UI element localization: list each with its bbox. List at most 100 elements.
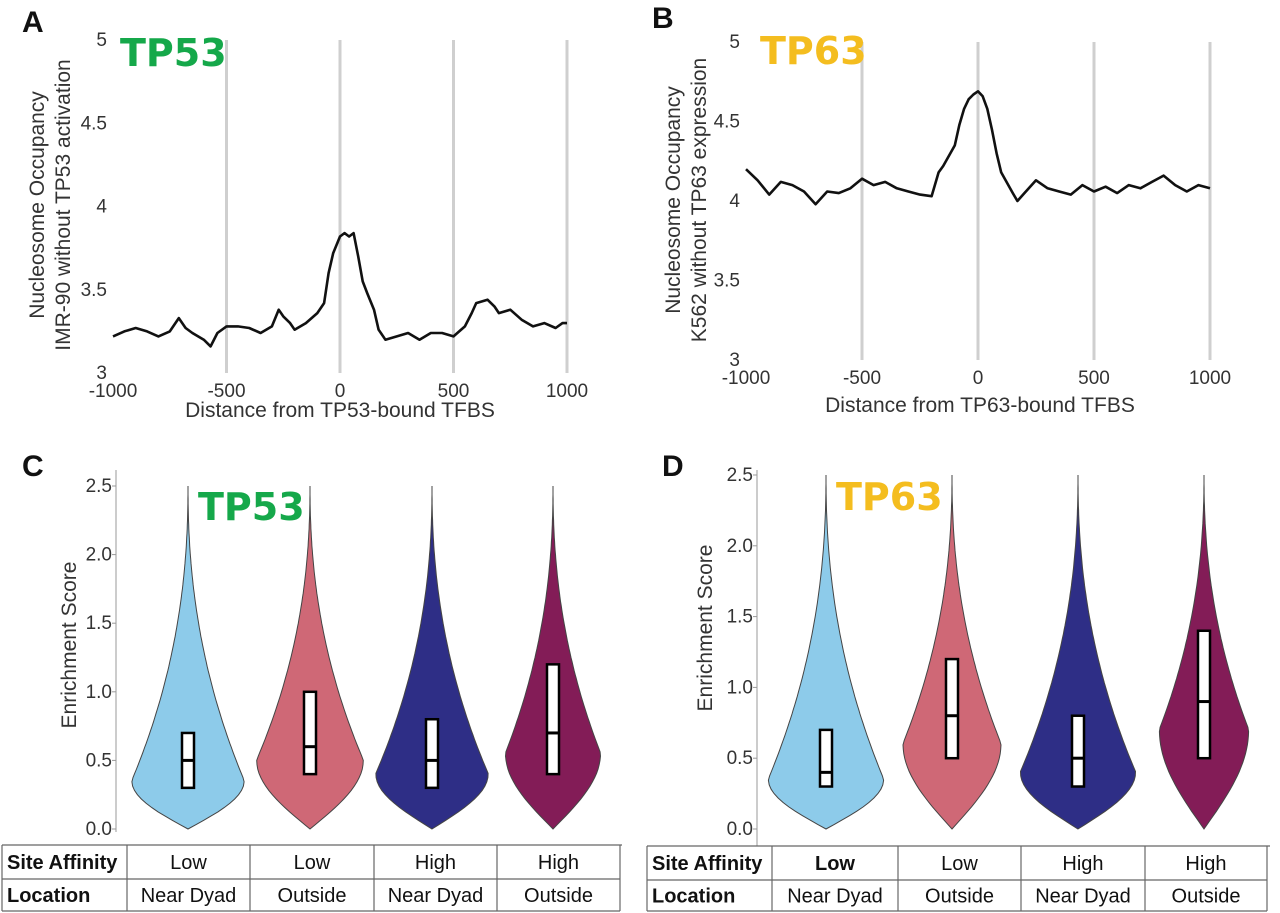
table-cell-location: Near Dyad — [388, 885, 484, 907]
table-cell-location: Outside — [925, 886, 994, 908]
table-cell-location: Near Dyad — [1035, 886, 1131, 908]
y-tick-label: 0.0 — [727, 819, 753, 840]
y-tick-label: 0.5 — [727, 748, 753, 769]
table-cell-affinity: Low — [170, 852, 207, 874]
violin-shape — [131, 486, 245, 830]
panel-a-y-axis-label-line1: Nucleosome Occupancy — [26, 91, 49, 319]
iqr-box — [944, 657, 960, 760]
table-row-header: Location — [652, 886, 735, 908]
panel-a-y-axis-label-line2: IMR-90 without TP53 activation — [52, 59, 75, 350]
y-tick-label: 2.0 — [86, 545, 112, 566]
table-row-header: Site Affinity — [7, 852, 118, 874]
y-tick-label: 5 — [729, 32, 740, 53]
panel-a-x-ticks: -1000 -500 0 500 1000 — [89, 381, 588, 402]
y-tick-label: 4 — [96, 197, 107, 218]
iqr-box — [302, 690, 318, 776]
y-tick-label: 3.5 — [714, 271, 740, 292]
x-tick-label: 0 — [335, 381, 346, 402]
x-tick-label: 500 — [1078, 368, 1110, 389]
x-tick-label: 1000 — [546, 381, 588, 402]
panel-d-letter: D — [662, 450, 684, 483]
panel-b-y-ticks: 3 3.5 4 4.5 5 — [714, 32, 741, 371]
x-tick-label: 0 — [973, 368, 984, 389]
violin-low-near-dyad — [131, 486, 245, 830]
y-tick-label: 3 — [729, 350, 740, 371]
panel-b-gridlines — [860, 42, 1212, 360]
x-tick-label: 1000 — [1189, 368, 1231, 389]
violin-high-near-dyad — [375, 486, 489, 830]
panel-b-x-ticks: -1000 -500 0 500 1000 — [722, 368, 1231, 389]
x-tick-label: -1000 — [722, 368, 771, 389]
iqr-box — [1196, 629, 1212, 760]
violin-low-near-dyad — [767, 475, 885, 830]
violin-high-outside — [1158, 475, 1250, 830]
table-cell-location: Near Dyad — [141, 885, 237, 907]
y-tick-label: 1.5 — [727, 607, 753, 628]
x-tick-label: -1000 — [89, 381, 138, 402]
violin-shape — [256, 486, 364, 830]
y-tick-label: 3.5 — [81, 280, 107, 301]
table-cell-location: Outside — [278, 885, 347, 907]
violin-high-near-dyad — [1019, 475, 1137, 830]
panel-c-condition-table: Site Affinity Location Low Near Dyad Low Outs… — [1, 844, 622, 912]
y-tick-label: 2.0 — [727, 536, 753, 557]
y-tick-label: 2.5 — [727, 465, 753, 486]
table-cell-location: Near Dyad — [787, 886, 883, 908]
panel-d-y-ticks: 0.0 0.5 1.0 1.5 2.0 2.5 — [727, 465, 757, 840]
violin-shape — [504, 486, 602, 830]
panel-a: A 3 3.5 4 4.5 5 -1000 -500 0 500 1000 TP53 Dista… — [22, 6, 588, 422]
panel-a-occupancy-line — [112, 231, 567, 348]
panel-d-violins — [767, 475, 1250, 830]
panel-d: D 0.0 0.5 1.0 1.5 2.0 2.5 TP63 Enrichment Sco… — [646, 450, 1270, 912]
panel-d-condition-table: Site Affinity Location Low Near Dyad Low Outs… — [646, 845, 1270, 912]
panel-c-y-axis-label: Enrichment Score — [58, 562, 81, 729]
panel-b: B 3 3.5 4 4.5 5 -1000 -500 0 500 1000 TP63 Dista… — [652, 2, 1231, 417]
panel-c-y-ticks: 0.0 0.5 1.0 1.5 2.0 2.5 — [86, 476, 116, 840]
panel-c-violins — [131, 486, 602, 830]
y-tick-label: 5 — [96, 30, 107, 51]
table-cell-location: Outside — [524, 885, 593, 907]
panel-c: C 0.0 0.5 1.0 1.5 2.0 2.5 TP53 Enrichment Sco… — [1, 450, 622, 912]
violin-low-outside — [902, 475, 1002, 830]
iqr-box — [818, 728, 834, 788]
x-tick-label: -500 — [843, 368, 881, 389]
panel-b-y-axis-label-line2: K562 without TP63 expression — [688, 58, 711, 342]
table-row-header: Location — [7, 885, 90, 907]
violin-shape — [767, 475, 885, 830]
x-tick-label: 500 — [438, 381, 470, 402]
panel-d-gene-label: TP63 — [836, 475, 943, 519]
panel-a-letter: A — [22, 6, 44, 39]
y-tick-label: 4 — [729, 191, 740, 212]
panel-b-gene-label: TP63 — [760, 29, 867, 73]
y-tick-label: 0.0 — [86, 819, 112, 840]
y-tick-label: 1.5 — [86, 613, 112, 634]
y-tick-label: 1.0 — [86, 682, 112, 703]
y-tick-label: 4.5 — [714, 112, 740, 133]
violin-shape — [375, 486, 489, 830]
y-tick-label: 4.5 — [81, 113, 107, 134]
panel-b-x-axis-label: Distance from TP63-bound TFBS — [825, 394, 1135, 417]
table-cell-affinity: High — [415, 852, 456, 874]
iqr-box — [545, 663, 561, 776]
panel-a-x-axis-label: Distance from TP53-bound TFBS — [185, 399, 495, 422]
x-tick-label: -500 — [207, 381, 245, 402]
violin-high-outside — [504, 486, 602, 830]
panel-a-gene-label: TP53 — [120, 31, 227, 75]
violin-low-outside — [256, 486, 364, 830]
table-cell-affinity: High — [1185, 853, 1226, 875]
panel-c-gene-label: TP53 — [198, 485, 305, 529]
table-cell-affinity: High — [538, 852, 579, 874]
y-tick-label: 1.0 — [727, 677, 753, 698]
panel-b-letter: B — [652, 2, 674, 35]
panel-c-letter: C — [22, 450, 44, 483]
y-tick-label: 2.5 — [86, 476, 112, 497]
table-row-header: Site Affinity — [652, 853, 763, 875]
table-cell-affinity: Low — [294, 852, 331, 874]
y-tick-label: 3 — [96, 363, 107, 384]
panel-a-gridlines — [225, 40, 569, 373]
panel-b-y-axis-label-line1: Nucleosome Occupancy — [662, 86, 685, 314]
table-cell-affinity: High — [1062, 853, 1103, 875]
violin-shape — [902, 475, 1002, 830]
table-cell-affinity: Low — [815, 853, 855, 875]
